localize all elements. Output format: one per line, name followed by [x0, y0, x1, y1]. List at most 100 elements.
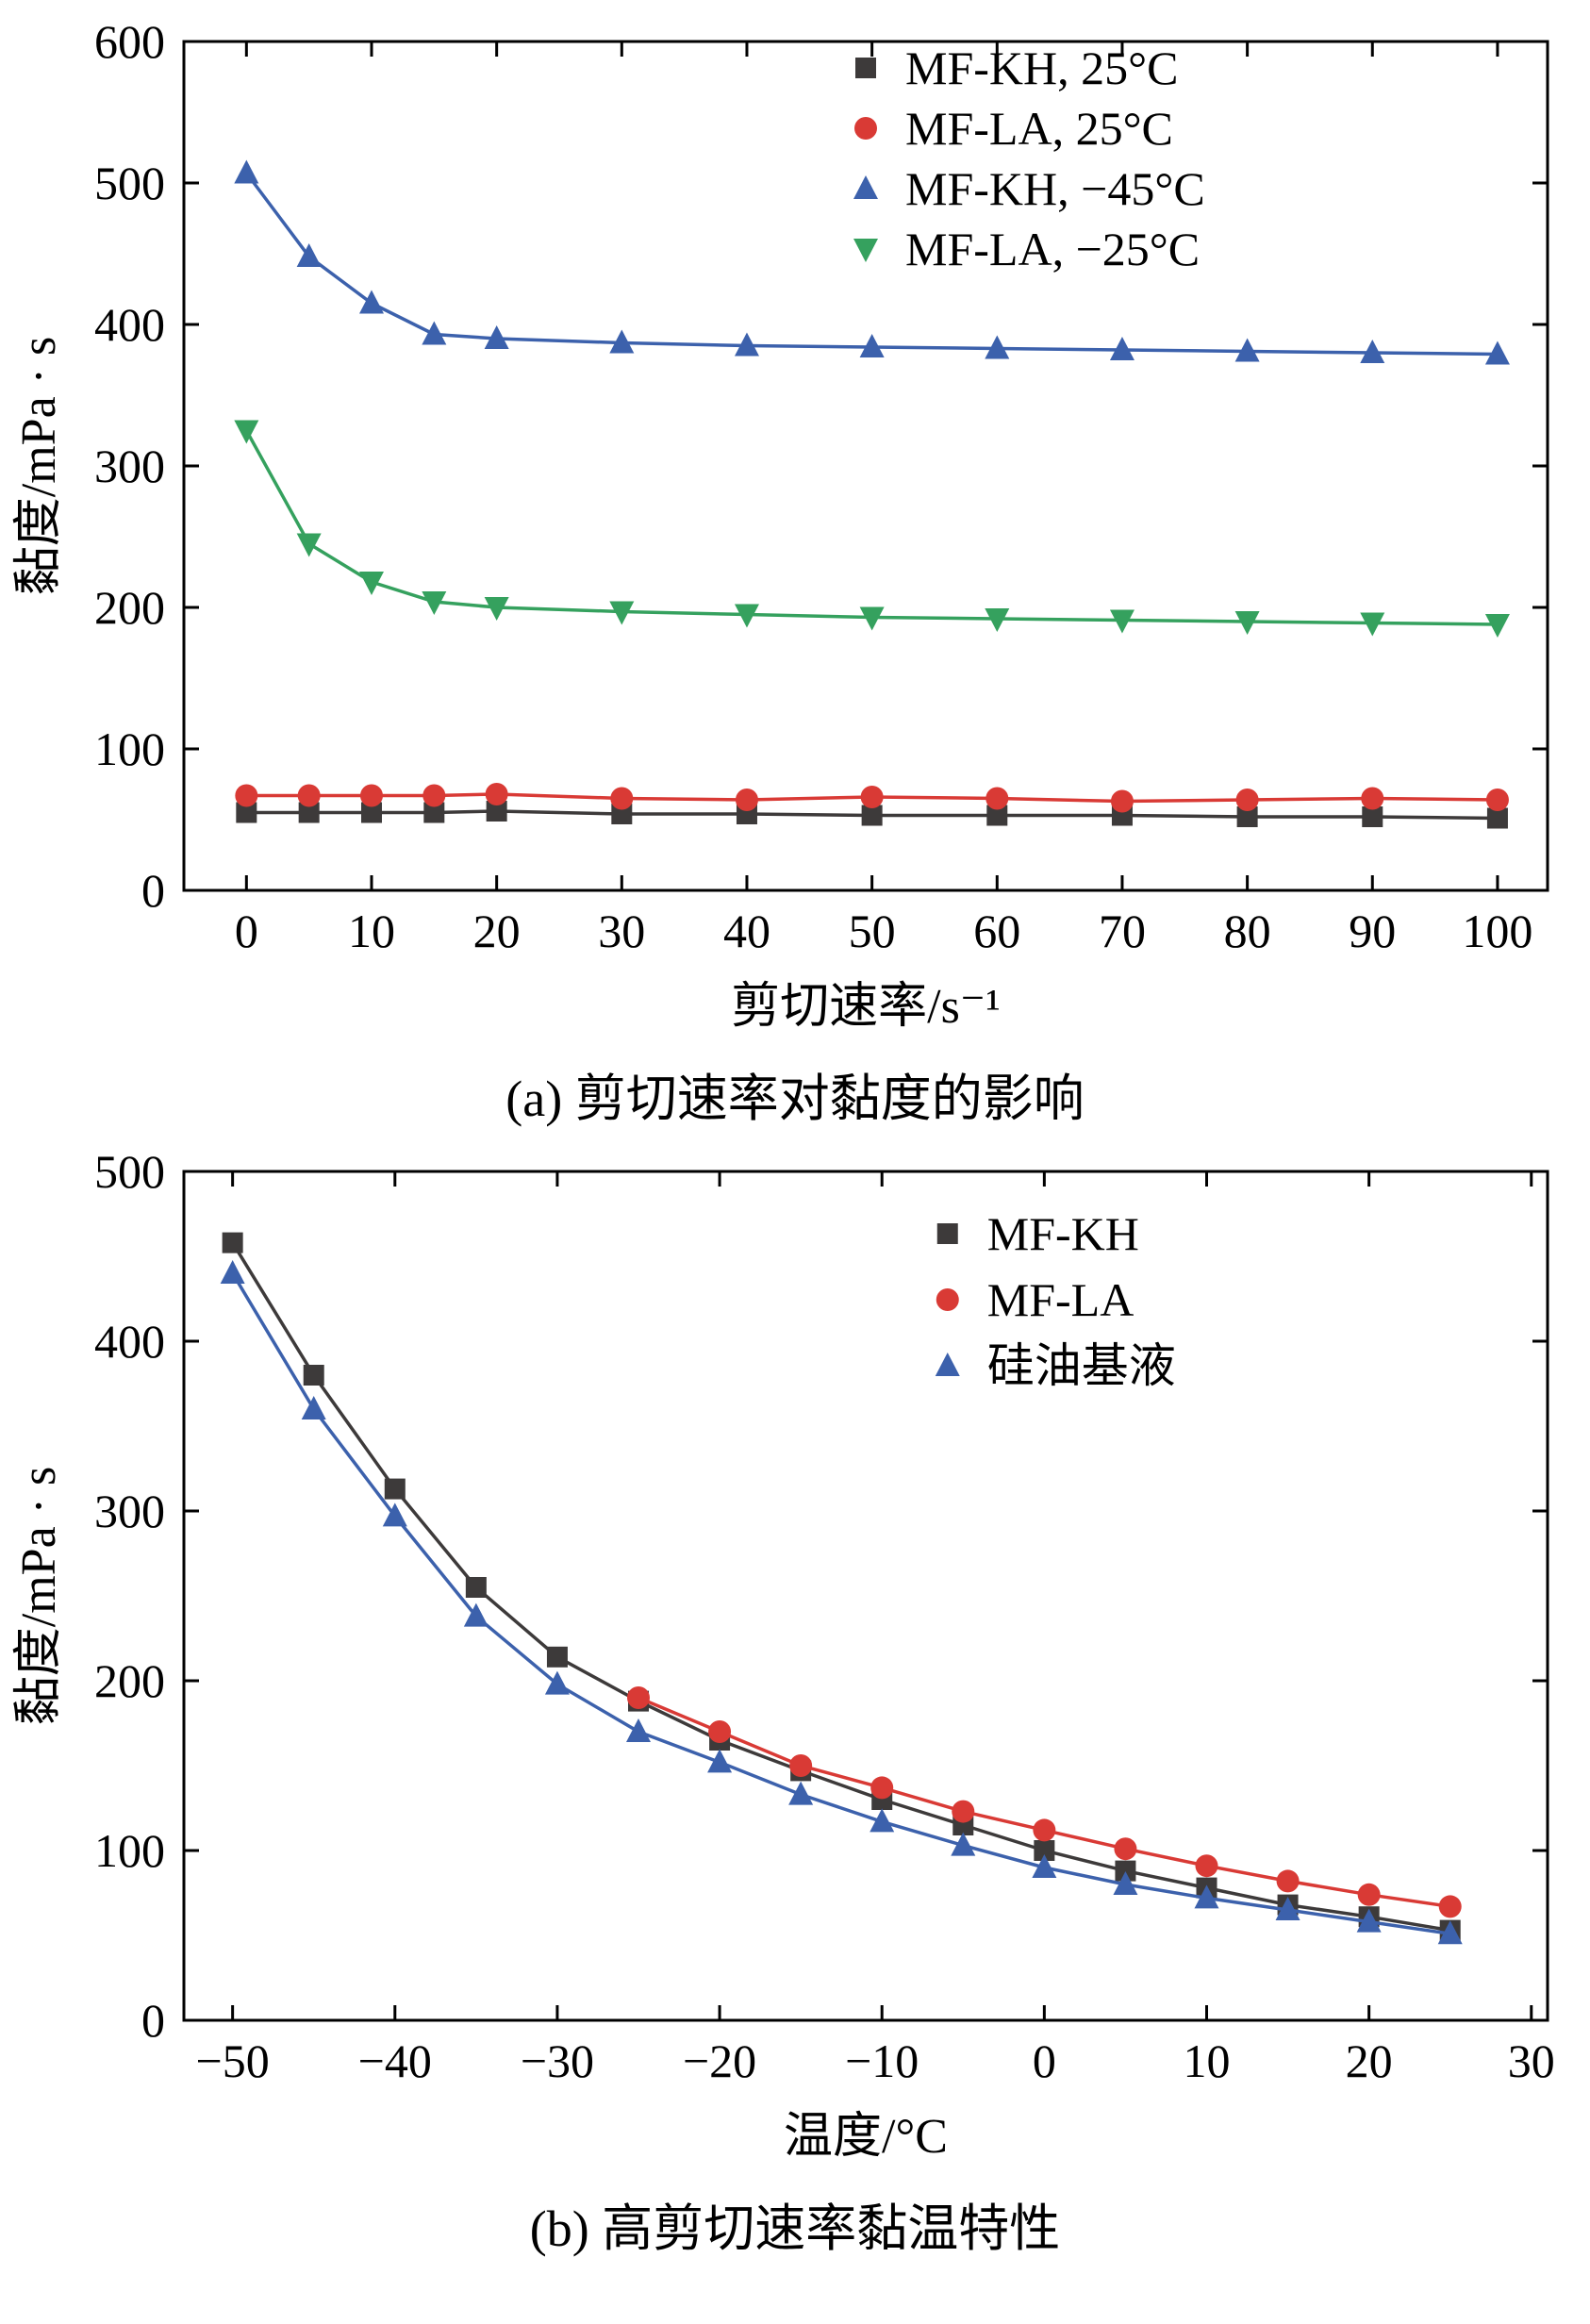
x-tick-label: 0	[1033, 2034, 1056, 2087]
marker-triangle-down	[1484, 614, 1510, 638]
panel-b-chart: −50 −40 −30 −20 −10 0 10 20 300100200300400500温度…	[12, 1145, 1555, 2164]
marker-triangle-up	[296, 243, 322, 267]
marker-triangle-up	[422, 321, 447, 345]
marker-square	[855, 58, 876, 78]
marker-triangle-down	[1234, 611, 1260, 635]
marker-square	[1034, 1840, 1055, 1861]
legend-label: MF-LA, 25°C	[905, 102, 1173, 155]
y-axis-title: 黏度/mPa · s	[12, 337, 66, 595]
marker-triangle-down	[1109, 609, 1135, 634]
marker-circle	[359, 784, 383, 807]
y-tick-label: 300	[94, 1485, 165, 1537]
legend-label: MF-KH, −45°C	[905, 162, 1205, 215]
axes: 0 10 20 30 40 50 60 70 80 90 100 0 100 200 300 400 500 60…	[94, 15, 1549, 957]
marker-triangle-up	[935, 1353, 960, 1376]
panel-b: −50 −40 −30 −20 −10 0 10 20 30 0 100 200 300 400 500 温度…	[0, 1137, 1590, 2267]
marker-square	[861, 805, 883, 826]
marker-circle	[1438, 1895, 1462, 1918]
x-tick-label: 0	[235, 905, 258, 957]
y-tick-label: 500	[94, 1145, 165, 1198]
marker-square	[360, 802, 382, 823]
y-tick-label: 400	[94, 298, 165, 351]
marker-circle	[627, 1686, 650, 1709]
marker-triangle-up	[544, 1670, 570, 1695]
marker-triangle-up	[626, 1718, 651, 1742]
marker-circle	[1357, 1883, 1381, 1906]
x-tick-label: 20	[1346, 2034, 1393, 2087]
x-tick-label: −10	[845, 2034, 919, 2087]
series-3	[234, 420, 1510, 638]
marker-triangle-up	[1356, 1908, 1382, 1933]
figure-two-panel: 0 10 20 30 40 50 60 70 80 90 100 0 100 200 300 400 500 60…	[0, 15, 1590, 2267]
marker-triangle-up	[985, 335, 1010, 359]
marker-triangle-down	[296, 533, 322, 557]
marker-square	[611, 804, 633, 824]
marker-circle	[422, 784, 446, 807]
series-2	[220, 1260, 1463, 1945]
marker-circle	[1361, 787, 1384, 810]
legend-label: 硅油基液	[987, 1339, 1176, 1392]
x-tick-label: 90	[1349, 905, 1396, 957]
marker-circle	[485, 783, 508, 805]
y-tick-label: 200	[94, 581, 165, 634]
x-tick-label: 70	[1099, 905, 1146, 957]
x-tick-label: −20	[683, 2034, 756, 2087]
marker-triangle-down	[234, 420, 259, 444]
marker-triangle-up	[1360, 340, 1385, 363]
marker-circle	[1195, 1854, 1218, 1878]
marker-circle	[735, 788, 758, 811]
x-tick-label: −30	[521, 2034, 594, 2087]
marker-square	[303, 1365, 324, 1386]
x-tick-label: −50	[196, 2034, 270, 2087]
marker-circle	[235, 784, 258, 807]
marker-triangle-down	[422, 591, 447, 615]
marker-triangle-down	[985, 608, 1010, 632]
marker-triangle-up	[870, 1808, 895, 1833]
marker-triangle-up	[609, 329, 635, 354]
legend-label: MF-LA, −25°C	[905, 223, 1200, 275]
marker-triangle-up	[951, 1832, 976, 1856]
marker-square	[222, 1232, 243, 1253]
marker-triangle-up	[358, 290, 384, 314]
plot-border	[182, 1170, 1549, 2022]
legend: MF-KH, 25°C MF-LA, 25°C MF-KH, −45°C MF-LA,…	[853, 42, 1205, 275]
x-tick-label: 60	[973, 905, 1020, 957]
marker-triangle-up	[484, 325, 509, 349]
series-0	[222, 1232, 1461, 1941]
panel-a-chart: 0 10 20 30 40 50 60 70 80 90 100 0 100 200 300 400 500 60…	[12, 15, 1549, 1034]
y-axis-title: 黏度/mPa · s	[12, 1467, 66, 1725]
marker-triangle-up	[707, 1749, 733, 1773]
legend-label: MF-KH	[987, 1207, 1139, 1260]
series-2	[234, 159, 1510, 365]
marker-triangle-down	[609, 601, 635, 625]
plot-border	[182, 40, 1549, 892]
marker-triangle-up	[234, 159, 259, 184]
x-tick-label: 20	[473, 905, 521, 957]
x-tick-label: 100	[1462, 905, 1532, 957]
marker-circle	[610, 787, 634, 810]
series-line	[231, 1241, 1450, 1933]
marker-circle	[1033, 1818, 1056, 1842]
marker-triangle-up	[1194, 1884, 1219, 1909]
marker-square	[486, 801, 507, 822]
marker-triangle-down	[1360, 612, 1385, 637]
marker-circle	[1110, 789, 1134, 813]
marker-triangle-down	[484, 597, 509, 621]
y-tick-label: 400	[94, 1315, 165, 1368]
marker-square	[1486, 807, 1508, 829]
x-tick-label: 30	[598, 905, 645, 957]
marker-triangle-up	[301, 1396, 326, 1419]
marker-square	[465, 1577, 487, 1598]
marker-square	[384, 1478, 406, 1500]
legend: MF-KH MF-LA 硅油基液	[935, 1207, 1176, 1392]
marker-square	[298, 802, 320, 823]
marker-triangle-up	[463, 1602, 489, 1627]
x-tick-label: −40	[358, 2034, 432, 2087]
y-tick-label: 0	[141, 864, 165, 917]
panel-b-caption: (b) 高剪切速率黏温特性	[529, 2200, 1061, 2257]
marker-square	[1115, 1860, 1136, 1882]
x-tick-label: 10	[348, 905, 395, 957]
marker-circle	[936, 1288, 959, 1311]
marker-triangle-up	[859, 334, 885, 357]
x-tick-label: 50	[849, 905, 896, 957]
